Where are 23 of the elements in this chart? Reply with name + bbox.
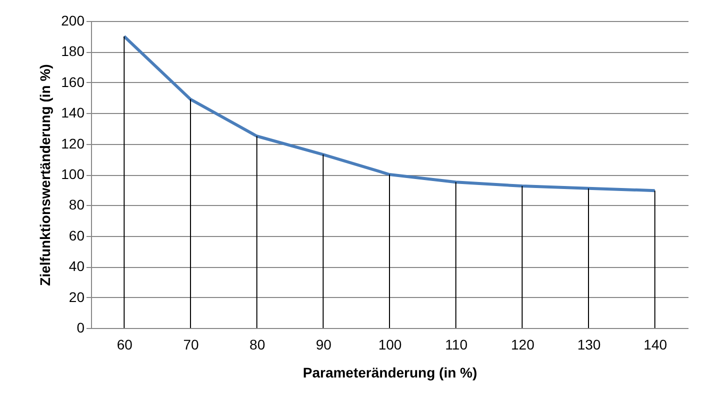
y-axis-title: Zielfunktionswertänderung (in %) [37, 64, 54, 286]
y-tick-label: 120 [61, 135, 85, 152]
x-tick-label: 70 [183, 336, 199, 352]
x-tick-label: 80 [250, 336, 266, 352]
line-series [122, 34, 656, 192]
y-tick-label: 20 [68, 288, 85, 305]
y-tick-label: 160 [61, 74, 85, 90]
x-tick-label: 90 [316, 336, 332, 352]
x-tick-label: 100 [378, 336, 402, 352]
y-tick-label: 140 [61, 104, 85, 121]
y-tick-label: 180 [61, 43, 85, 60]
x-tick-label: 60 [116, 336, 133, 352]
x-tick-label: 110 [445, 336, 468, 352]
x-tick-label: 120 [510, 336, 535, 352]
y-tick-label: 100 [61, 166, 85, 182]
y-tick-label: 200 [61, 12, 85, 28]
x-tick-label: 130 [577, 336, 601, 352]
x-tick-label: 140 [644, 336, 668, 352]
x-axis-title: Parameteränderung (in %) [302, 364, 478, 380]
y-tick-label: 40 [68, 258, 85, 274]
y-tick-label: 80 [68, 196, 85, 213]
y-tick-label: 60 [68, 227, 85, 244]
y-tick-label: 0 [76, 320, 85, 336]
